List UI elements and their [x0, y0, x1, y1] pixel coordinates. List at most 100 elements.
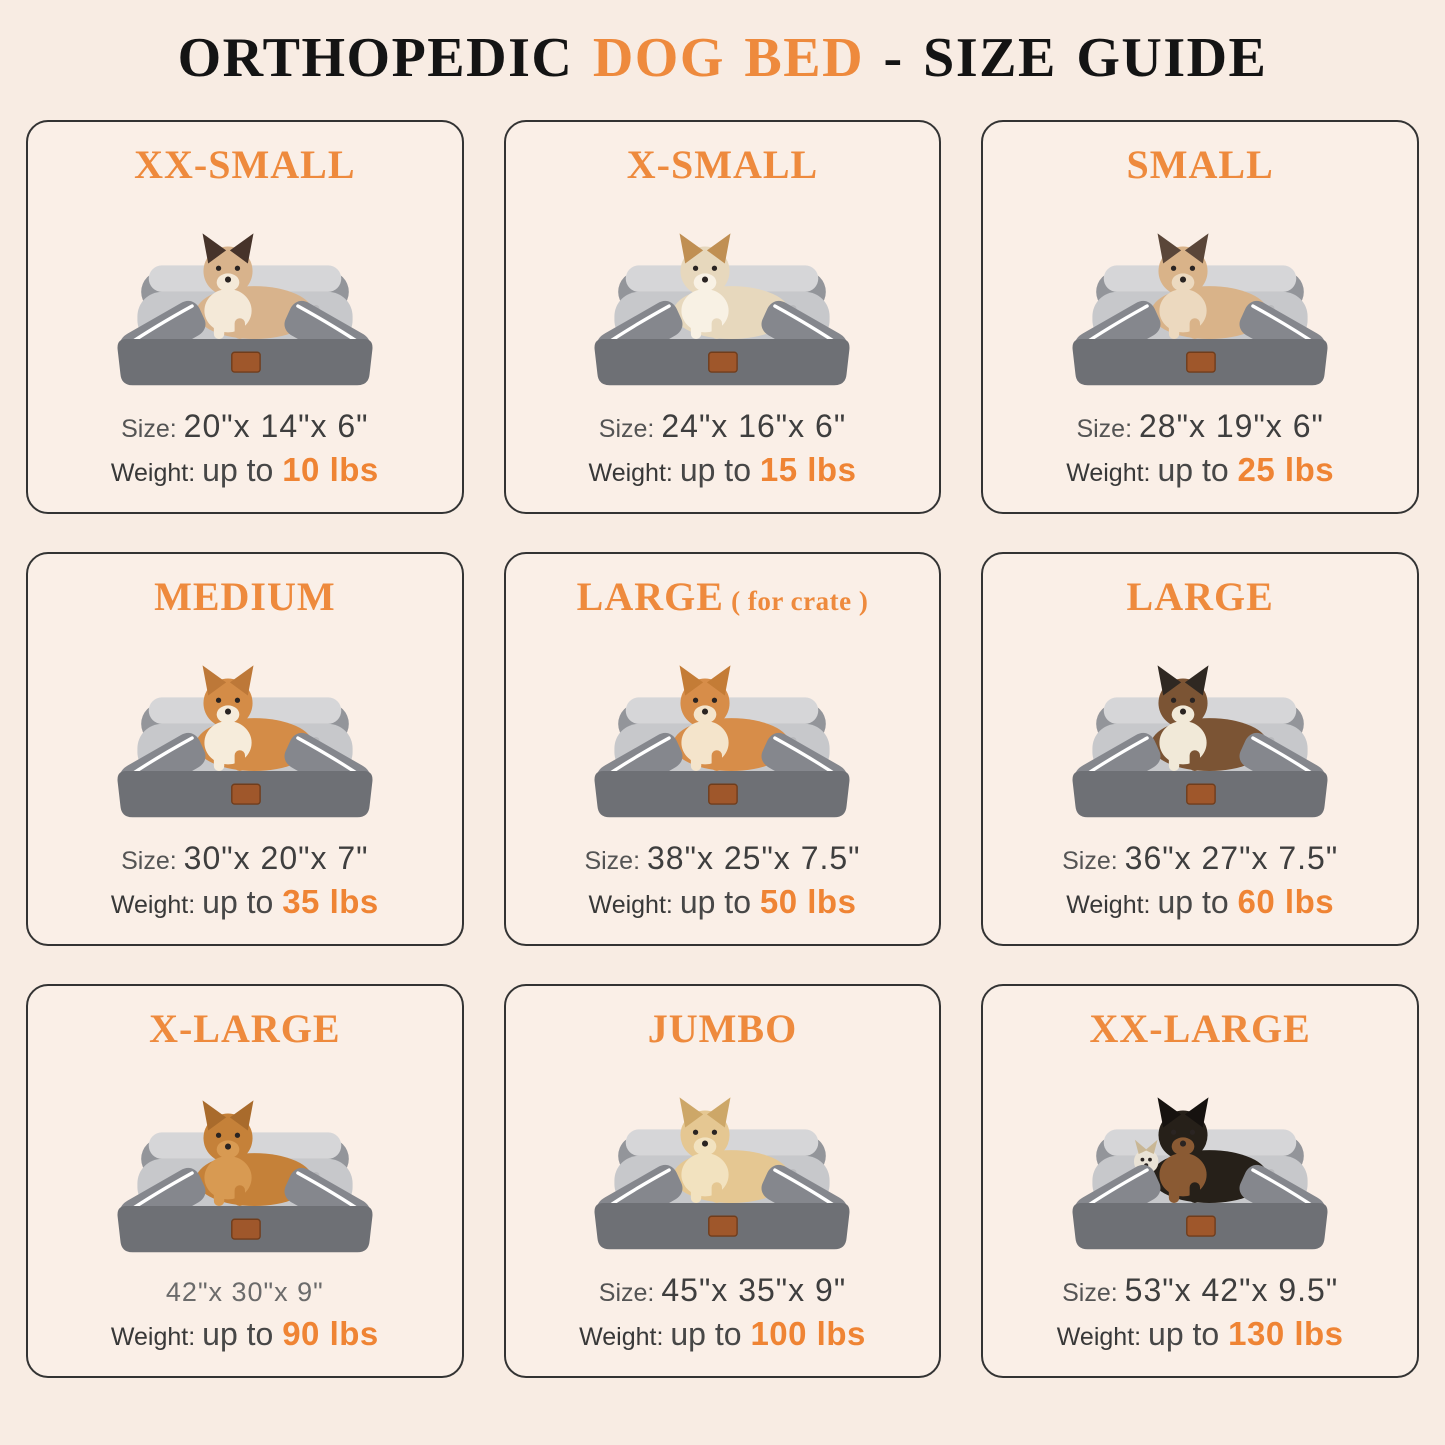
weight-text: Weight: up to 90 lbs [110, 1315, 379, 1352]
weight-value: 50 lbs [759, 882, 857, 920]
pet-bed-illustration [594, 233, 850, 386]
weight-label: Weight: [1066, 458, 1151, 487]
card-size-name: XX-LARGE [1089, 1006, 1311, 1051]
card-size-name: XX-SMALL [134, 142, 356, 187]
size-text: Size: 45"x 35"x 9" [598, 1271, 847, 1308]
weight-value: 60 lbs [1237, 882, 1335, 920]
size-card: XX-SMALL Size: 20"x 14"x 6" [26, 120, 464, 514]
pet-bed-illustration [594, 1097, 850, 1250]
size-value: 42"x 30"x 9" [165, 1277, 324, 1308]
weight-label: Weight: [588, 890, 673, 919]
pet-bed-illustration [117, 233, 373, 386]
size-label: Size: [584, 846, 641, 875]
size-value: 24"x 16"x 6" [661, 407, 847, 444]
size-label: Size: [598, 1278, 655, 1307]
card-size-name: MEDIUM [154, 574, 336, 619]
pet-bed-image [516, 186, 930, 409]
size-value: 38"x 25"x 7.5" [647, 839, 861, 876]
card-title: XX-SMALL [134, 144, 355, 186]
weight-text: Weight: up to 60 lbs [1066, 882, 1335, 920]
size-value: 20"x 14"x 6" [183, 407, 369, 444]
pet-silhouette [673, 233, 791, 339]
card-title: XX-LARGE [1089, 1008, 1310, 1050]
card-size-name: X-SMALL [626, 142, 819, 187]
size-label: Size: [121, 846, 177, 875]
weight-prefix: up to [202, 883, 283, 920]
size-text: Size: 24"x 16"x 6" [599, 407, 847, 444]
size-value: 53"x 42"x 9.5" [1124, 1271, 1339, 1308]
weight-prefix: up to [670, 1315, 751, 1352]
card-title: X-SMALL [627, 144, 818, 186]
pet-silhouette [1151, 665, 1269, 771]
pet-bed-illustration [117, 665, 373, 818]
size-value: 45"x 35"x 9" [661, 1271, 847, 1308]
pet-silhouette [673, 1097, 791, 1203]
size-card: MEDIUM Size: 30"x 20"x 7" [26, 552, 464, 946]
pet-bed-image [516, 618, 930, 841]
size-label: Size: [1076, 414, 1133, 443]
weight-value: 25 lbs [1237, 450, 1335, 488]
pet-silhouette [195, 665, 313, 771]
weight-prefix: up to [202, 451, 283, 488]
size-value: 30"x 20"x 7" [183, 839, 369, 876]
page-title-highlight: DOG BED [592, 27, 865, 89]
card-title: X-LARGE [149, 1008, 340, 1050]
weight-value: 10 lbs [282, 450, 379, 488]
pet-silhouette [1151, 233, 1269, 339]
weight-label: Weight: [1056, 1322, 1142, 1351]
weight-text: Weight: up to 10 lbs [110, 450, 379, 488]
pet-bed-image [993, 1050, 1407, 1273]
weight-label: Weight: [110, 458, 196, 487]
card-title: MEDIUM [154, 576, 336, 618]
size-value: 36"x 27"x 7.5" [1124, 839, 1339, 876]
card-size-name: LARGE [1126, 574, 1274, 619]
weight-prefix: up to [1157, 451, 1238, 488]
card-title: LARGE [1127, 576, 1274, 618]
card-size-name-suffix: ( for crate ) [723, 586, 869, 616]
size-label: Size: [1062, 1278, 1118, 1307]
page-title-part2: - SIZE GUIDE [864, 27, 1268, 89]
weight-label: Weight: [110, 1322, 196, 1351]
pet-bed-illustration [594, 665, 850, 818]
card-size-name: X-LARGE [149, 1006, 341, 1051]
page-title-part1: ORTHOPEDIC [177, 27, 593, 89]
weight-prefix: up to [679, 451, 760, 488]
weight-prefix: up to [1157, 883, 1238, 920]
page-title: ORTHOPEDIC DOG BED - SIZE GUIDE [0, 0, 1445, 86]
weight-value: 15 lbs [759, 450, 857, 488]
pet-bed-illustration [1072, 665, 1328, 818]
card-size-name: SMALL [1126, 142, 1274, 187]
size-grid: XX-SMALL Size: 20"x 14"x 6" [26, 120, 1419, 1378]
size-text: Size: 20"x 14"x 6" [121, 407, 369, 444]
size-card: SMALL Size: 28"x 19"x 6" W [981, 120, 1419, 514]
weight-value: 130 lbs [1228, 1314, 1344, 1352]
card-size-name: LARGE [576, 574, 724, 619]
size-text: Size: 30"x 20"x 7" [121, 839, 369, 876]
weight-prefix: up to [202, 1315, 283, 1352]
pet-bed-image [38, 186, 452, 409]
weight-text: Weight: up to 25 lbs [1066, 450, 1335, 488]
pet-bed-illustration [1072, 1097, 1328, 1250]
weight-label: Weight: [110, 890, 196, 919]
weight-text: Weight: up to 100 lbs [579, 1314, 866, 1352]
card-title: JUMBO [648, 1008, 797, 1050]
weight-text: Weight: up to 130 lbs [1056, 1314, 1344, 1352]
weight-value: 100 lbs [750, 1314, 866, 1352]
weight-label: Weight: [1066, 890, 1151, 919]
pet-silhouette [195, 233, 313, 339]
pet-bed-image [38, 618, 452, 841]
pet-bed-image [38, 1050, 452, 1278]
card-title: LARGE ( for crate ) [577, 576, 869, 618]
weight-text: Weight: up to 35 lbs [110, 882, 379, 920]
size-text: Size: 38"x 25"x 7.5" [584, 839, 861, 876]
size-text: 42"x 30"x 9" [165, 1277, 324, 1308]
weight-label: Weight: [588, 458, 673, 487]
pet-bed-image [993, 186, 1407, 409]
weight-prefix: up to [679, 883, 760, 920]
card-title: SMALL [1127, 144, 1274, 186]
size-label: Size: [1062, 846, 1118, 875]
weight-value: 35 lbs [282, 882, 379, 920]
pet-silhouette [195, 1099, 313, 1206]
size-card: LARGE Size: 36"x 27"x 7.5" [981, 552, 1419, 946]
size-text: Size: 36"x 27"x 7.5" [1062, 839, 1339, 876]
